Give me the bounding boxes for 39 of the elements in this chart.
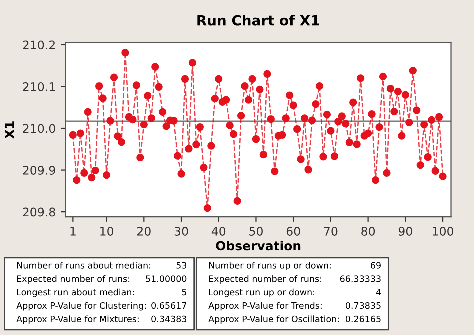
x-tick-label: 80 [362,227,376,236]
text: 0.73835 [346,302,381,310]
x-tick-label: 30 [174,227,188,236]
x-tick-label: 70 [324,227,338,236]
text: Approx P-Value for Trends: [208,302,322,311]
y-tick-label: 210.2 [23,40,55,50]
y-tick-label: 209.8 [23,208,56,217]
text: Longest run up or down: [209,288,315,298]
x-tick-label: 100 [433,227,454,236]
x-tick-label: 1 [70,227,76,236]
text: Number of runs about median: [17,262,151,269]
x-tick-label: 60 [286,227,300,236]
x-axis-title: Observation [216,241,301,251]
text: 0.26165 [346,316,381,322]
text: 0.34383 [152,316,187,322]
text: 66.33333 [340,276,381,282]
x-tick-label: 10 [100,227,114,236]
text: 0.65617 [152,302,186,310]
text: Longest run about median: [17,288,134,298]
x-tick-label: 20 [138,227,151,236]
y-tick-label: 210.0 [23,124,56,134]
text: 4 [376,289,382,296]
x-tick-label: 40 [212,227,226,236]
chart-title: Run Chart of X1 [198,15,320,26]
text: Approx P-Value for Clustering: [16,302,146,311]
text: Number of runs up or down: [209,262,331,271]
y-tick-label: 210.1 [23,82,56,92]
x-tick-label: 90 [398,227,412,236]
text: Approx P-Value for Mixtures: [16,316,139,324]
x-tick-label: 50 [250,227,263,236]
text: Approx P-Value for Oscillation: [208,316,340,324]
text: Expected number of runs: [209,275,322,284]
y-axis-title: X1 [5,122,14,139]
text: 5 [182,289,186,296]
text: Expected number of runs: [17,275,130,284]
text: 69 [371,262,381,269]
text: 53 [176,262,187,269]
y-tick-label: 209.9 [23,166,56,175]
text: 51.00000 [146,276,187,282]
